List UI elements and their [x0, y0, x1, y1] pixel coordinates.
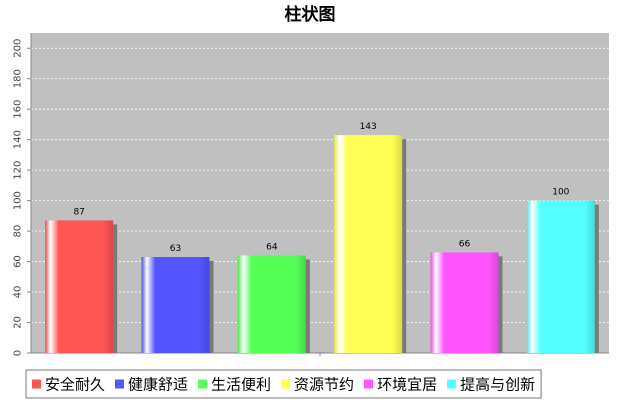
gridlines [31, 47, 609, 323]
y-tick-label: 60 [13, 255, 24, 268]
legend-label-1: 安全耐久 [45, 375, 105, 393]
bar-1 [45, 220, 114, 353]
y-tick-label: 140 [13, 130, 24, 149]
y-tick-label: 0 [13, 350, 24, 356]
data-label-3: 64 [266, 242, 278, 252]
chart-title: 柱状图 [285, 4, 336, 25]
legend-swatch-6 [447, 379, 457, 389]
y-tick-label: 40 [13, 286, 24, 299]
y-tick-label: 100 [13, 191, 24, 210]
bar-3 [237, 255, 306, 353]
y-axis: 0 20 40 60 80 100 120 140 160 180 200 [13, 33, 609, 356]
legend-label-3: 生活便利 [211, 375, 271, 393]
legend-label-2: 健康舒适 [128, 375, 188, 393]
legend-swatch-2 [115, 379, 125, 389]
y-tick-label: 180 [13, 69, 24, 88]
data-label-1: 87 [73, 207, 84, 217]
plot-area [31, 33, 609, 353]
y-tick-label: 80 [13, 225, 24, 238]
data-labels: 87 63 64 143 66 100 [73, 122, 569, 254]
y-tick-label: 160 [13, 100, 24, 119]
data-label-6: 100 [552, 188, 569, 198]
y-tick-label: 200 [13, 39, 24, 58]
bar-6 [526, 200, 595, 353]
legend-label-5: 环境宜居 [377, 375, 437, 393]
y-tick-label: 20 [13, 316, 24, 329]
legend-swatch-5 [364, 379, 374, 389]
data-label-2: 63 [170, 244, 181, 254]
bar-5 [430, 252, 499, 353]
data-label-4: 143 [360, 122, 377, 132]
y-tick-label: 120 [13, 161, 24, 180]
bar-2 [141, 257, 210, 353]
legend-swatch-4 [281, 379, 291, 389]
bar-4 [334, 135, 403, 353]
legend-swatch-3 [198, 379, 208, 389]
data-label-5: 66 [459, 239, 471, 249]
bars [45, 135, 599, 353]
legend-label-4: 资源节约 [294, 375, 354, 393]
legend-label-6: 提高与创新 [460, 375, 535, 393]
legend-swatch-1 [32, 379, 41, 389]
legend: 安全耐久 健康舒适 生活便利 资源节约 环境宜居 提高与创新 [25, 369, 542, 399]
